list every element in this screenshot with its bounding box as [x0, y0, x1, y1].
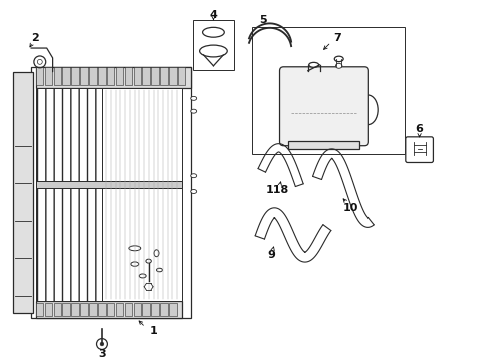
Bar — [160, 302, 168, 316]
Ellipse shape — [199, 45, 227, 57]
Ellipse shape — [336, 63, 342, 68]
Bar — [80, 302, 88, 316]
Bar — [31, 67, 191, 318]
Bar — [72, 67, 79, 85]
Bar — [36, 181, 182, 188]
Bar — [13, 72, 33, 314]
Bar — [98, 67, 105, 85]
Ellipse shape — [146, 259, 151, 263]
Bar — [124, 67, 132, 85]
Bar — [133, 67, 141, 85]
Ellipse shape — [154, 250, 159, 257]
Ellipse shape — [191, 109, 196, 113]
Bar — [45, 67, 52, 85]
Text: 6: 6 — [416, 124, 423, 134]
Bar — [45, 302, 52, 316]
Bar — [63, 302, 70, 316]
Bar — [143, 302, 150, 316]
Ellipse shape — [129, 246, 141, 251]
Bar — [107, 302, 115, 316]
Bar — [151, 67, 159, 85]
Bar — [36, 302, 44, 316]
Bar — [143, 67, 150, 85]
Bar — [89, 67, 97, 85]
Bar — [36, 67, 44, 85]
Text: 5: 5 — [259, 15, 267, 26]
Bar — [193, 21, 234, 70]
Text: 7: 7 — [333, 33, 341, 43]
Text: 1: 1 — [149, 326, 157, 336]
Bar — [178, 67, 185, 85]
Bar — [36, 67, 191, 89]
Bar — [72, 302, 79, 316]
Bar — [289, 141, 360, 149]
Bar — [53, 302, 61, 316]
Ellipse shape — [191, 174, 196, 178]
Text: 9: 9 — [268, 250, 275, 260]
Text: 10: 10 — [343, 203, 358, 213]
Bar — [36, 89, 101, 301]
Bar — [160, 67, 168, 85]
Text: 4: 4 — [210, 9, 218, 19]
Bar — [98, 302, 105, 316]
Bar — [53, 67, 61, 85]
Bar — [116, 67, 123, 85]
FancyBboxPatch shape — [279, 67, 368, 146]
FancyBboxPatch shape — [406, 137, 434, 162]
Bar — [101, 89, 182, 301]
Ellipse shape — [131, 262, 139, 266]
Bar — [36, 301, 182, 318]
Bar — [169, 302, 176, 316]
Ellipse shape — [191, 189, 196, 193]
Ellipse shape — [309, 62, 318, 67]
Bar — [116, 302, 123, 316]
Bar — [63, 67, 70, 85]
Ellipse shape — [191, 96, 196, 100]
Text: 3: 3 — [98, 349, 106, 359]
Bar — [133, 302, 141, 316]
Bar — [169, 67, 176, 85]
Ellipse shape — [334, 56, 343, 62]
Bar — [89, 302, 97, 316]
Circle shape — [100, 342, 104, 346]
Bar — [80, 67, 88, 85]
Text: 118: 118 — [266, 185, 289, 195]
Ellipse shape — [156, 268, 162, 272]
Bar — [124, 302, 132, 316]
Bar — [252, 27, 405, 154]
Text: 2: 2 — [31, 33, 39, 43]
Ellipse shape — [139, 274, 146, 278]
Ellipse shape — [202, 27, 224, 37]
Bar — [151, 302, 159, 316]
Bar — [107, 67, 115, 85]
